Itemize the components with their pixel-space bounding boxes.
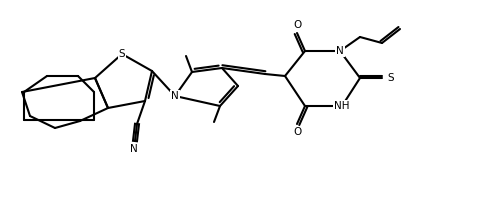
Text: NH: NH — [334, 101, 350, 111]
Text: O: O — [293, 20, 301, 30]
Text: S: S — [119, 49, 125, 59]
Text: O: O — [293, 127, 301, 137]
Text: N: N — [171, 91, 179, 101]
Text: S: S — [388, 73, 394, 83]
Text: N: N — [130, 144, 138, 154]
Text: N: N — [336, 46, 344, 56]
